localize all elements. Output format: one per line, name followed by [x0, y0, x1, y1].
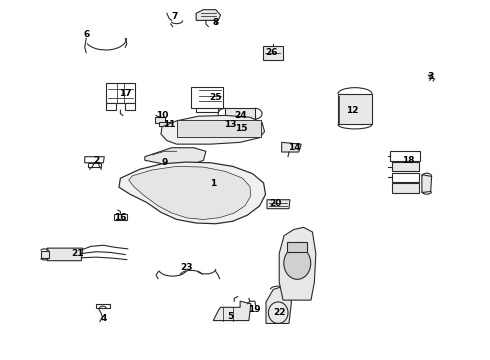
Bar	[287, 242, 307, 252]
Text: 8: 8	[213, 18, 219, 27]
Text: 25: 25	[209, 93, 222, 102]
Polygon shape	[267, 200, 290, 209]
Text: 19: 19	[248, 305, 261, 314]
Text: 5: 5	[227, 312, 233, 321]
Bar	[392, 183, 419, 193]
Polygon shape	[106, 83, 135, 103]
Polygon shape	[159, 122, 171, 126]
Polygon shape	[191, 87, 223, 108]
Text: 1: 1	[210, 179, 217, 188]
Text: 18: 18	[402, 156, 415, 165]
Polygon shape	[422, 175, 432, 193]
Polygon shape	[225, 108, 255, 119]
Text: 2: 2	[93, 156, 99, 165]
Polygon shape	[88, 163, 101, 167]
Polygon shape	[213, 301, 251, 320]
Polygon shape	[145, 148, 206, 166]
Text: 20: 20	[269, 199, 281, 208]
Bar	[263, 46, 283, 60]
Text: 26: 26	[266, 48, 278, 57]
Polygon shape	[282, 142, 301, 152]
Polygon shape	[279, 227, 316, 300]
Text: 12: 12	[346, 105, 359, 114]
Ellipse shape	[284, 247, 311, 279]
Text: 6: 6	[83, 30, 89, 39]
Bar	[390, 151, 420, 161]
Polygon shape	[41, 251, 49, 258]
Polygon shape	[266, 287, 292, 323]
Text: 23: 23	[180, 264, 193, 273]
Text: 14: 14	[288, 143, 300, 152]
Polygon shape	[125, 103, 135, 110]
Polygon shape	[129, 166, 251, 220]
Polygon shape	[119, 162, 266, 224]
Text: 7: 7	[171, 12, 177, 21]
Text: 4: 4	[100, 314, 106, 323]
Text: 13: 13	[224, 120, 237, 129]
Text: 10: 10	[156, 111, 168, 120]
Polygon shape	[338, 94, 372, 125]
Text: 21: 21	[72, 249, 84, 258]
Bar	[96, 304, 110, 309]
Text: 16: 16	[114, 213, 126, 222]
Text: 3: 3	[428, 72, 434, 81]
Bar	[176, 120, 261, 137]
Bar	[392, 173, 419, 182]
Bar	[114, 214, 127, 220]
Text: 24: 24	[234, 111, 246, 120]
Polygon shape	[85, 157, 104, 163]
Text: 11: 11	[163, 120, 175, 129]
Text: 22: 22	[273, 308, 286, 317]
Bar	[392, 162, 419, 171]
Text: 9: 9	[161, 158, 168, 167]
Text: 17: 17	[119, 89, 132, 98]
Polygon shape	[161, 116, 265, 144]
Bar	[155, 117, 165, 123]
Polygon shape	[196, 10, 220, 21]
Polygon shape	[106, 103, 116, 110]
Polygon shape	[47, 248, 83, 261]
Bar	[228, 120, 243, 128]
Text: 15: 15	[235, 123, 247, 132]
